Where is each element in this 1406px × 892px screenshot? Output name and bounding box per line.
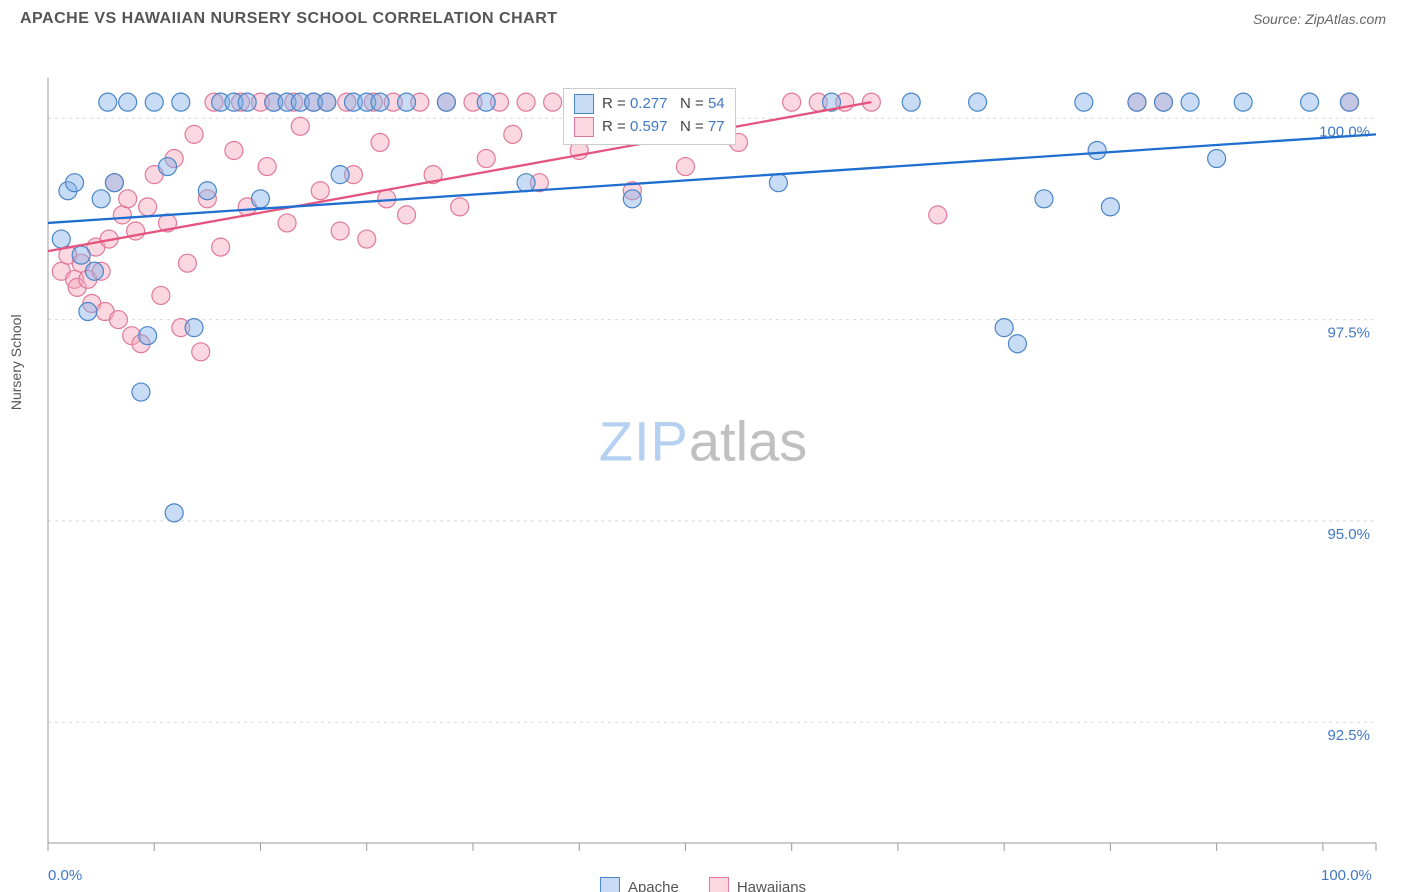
y-axis-label: Nursery School	[8, 314, 24, 410]
legend-item: Hawaiians	[709, 877, 806, 892]
legend-label: Apache	[628, 879, 679, 892]
x-axis-left-label: 0.0%	[48, 867, 82, 884]
scatter-chart-svg: 92.5% 95.0% 97.5% 100.0%	[0, 33, 1406, 883]
legend-swatch	[600, 877, 620, 892]
series-swatch	[574, 94, 594, 114]
chart-area: Nursery School 92.5%95.0%97.5%100.0% ZIP…	[0, 33, 1406, 883]
legend-item: Apache	[600, 877, 679, 892]
correlation-stats-box: R = 0.277 N = 54R = 0.597 N = 77	[563, 88, 736, 145]
legend-label: Hawaiians	[737, 879, 806, 892]
series-swatch	[574, 117, 594, 137]
legend-swatch	[709, 877, 729, 892]
svg-text:95.0%: 95.0%	[1327, 526, 1370, 543]
legend: Apache Hawaiians	[600, 877, 806, 892]
svg-text:92.5%: 92.5%	[1327, 727, 1370, 744]
x-axis-right-label: 100.0%	[1321, 867, 1372, 884]
source-label: Source: ZipAtlas.com	[1253, 11, 1386, 27]
stats-text: R = 0.597 N = 77	[602, 116, 725, 139]
chart-title: APACHE VS HAWAIIAN NURSERY SCHOOL CORREL…	[20, 10, 558, 28]
stats-row: R = 0.597 N = 77	[574, 116, 725, 139]
svg-text:97.5%: 97.5%	[1327, 325, 1370, 342]
stats-text: R = 0.277 N = 54	[602, 93, 725, 116]
stats-row: R = 0.277 N = 54	[574, 93, 725, 116]
